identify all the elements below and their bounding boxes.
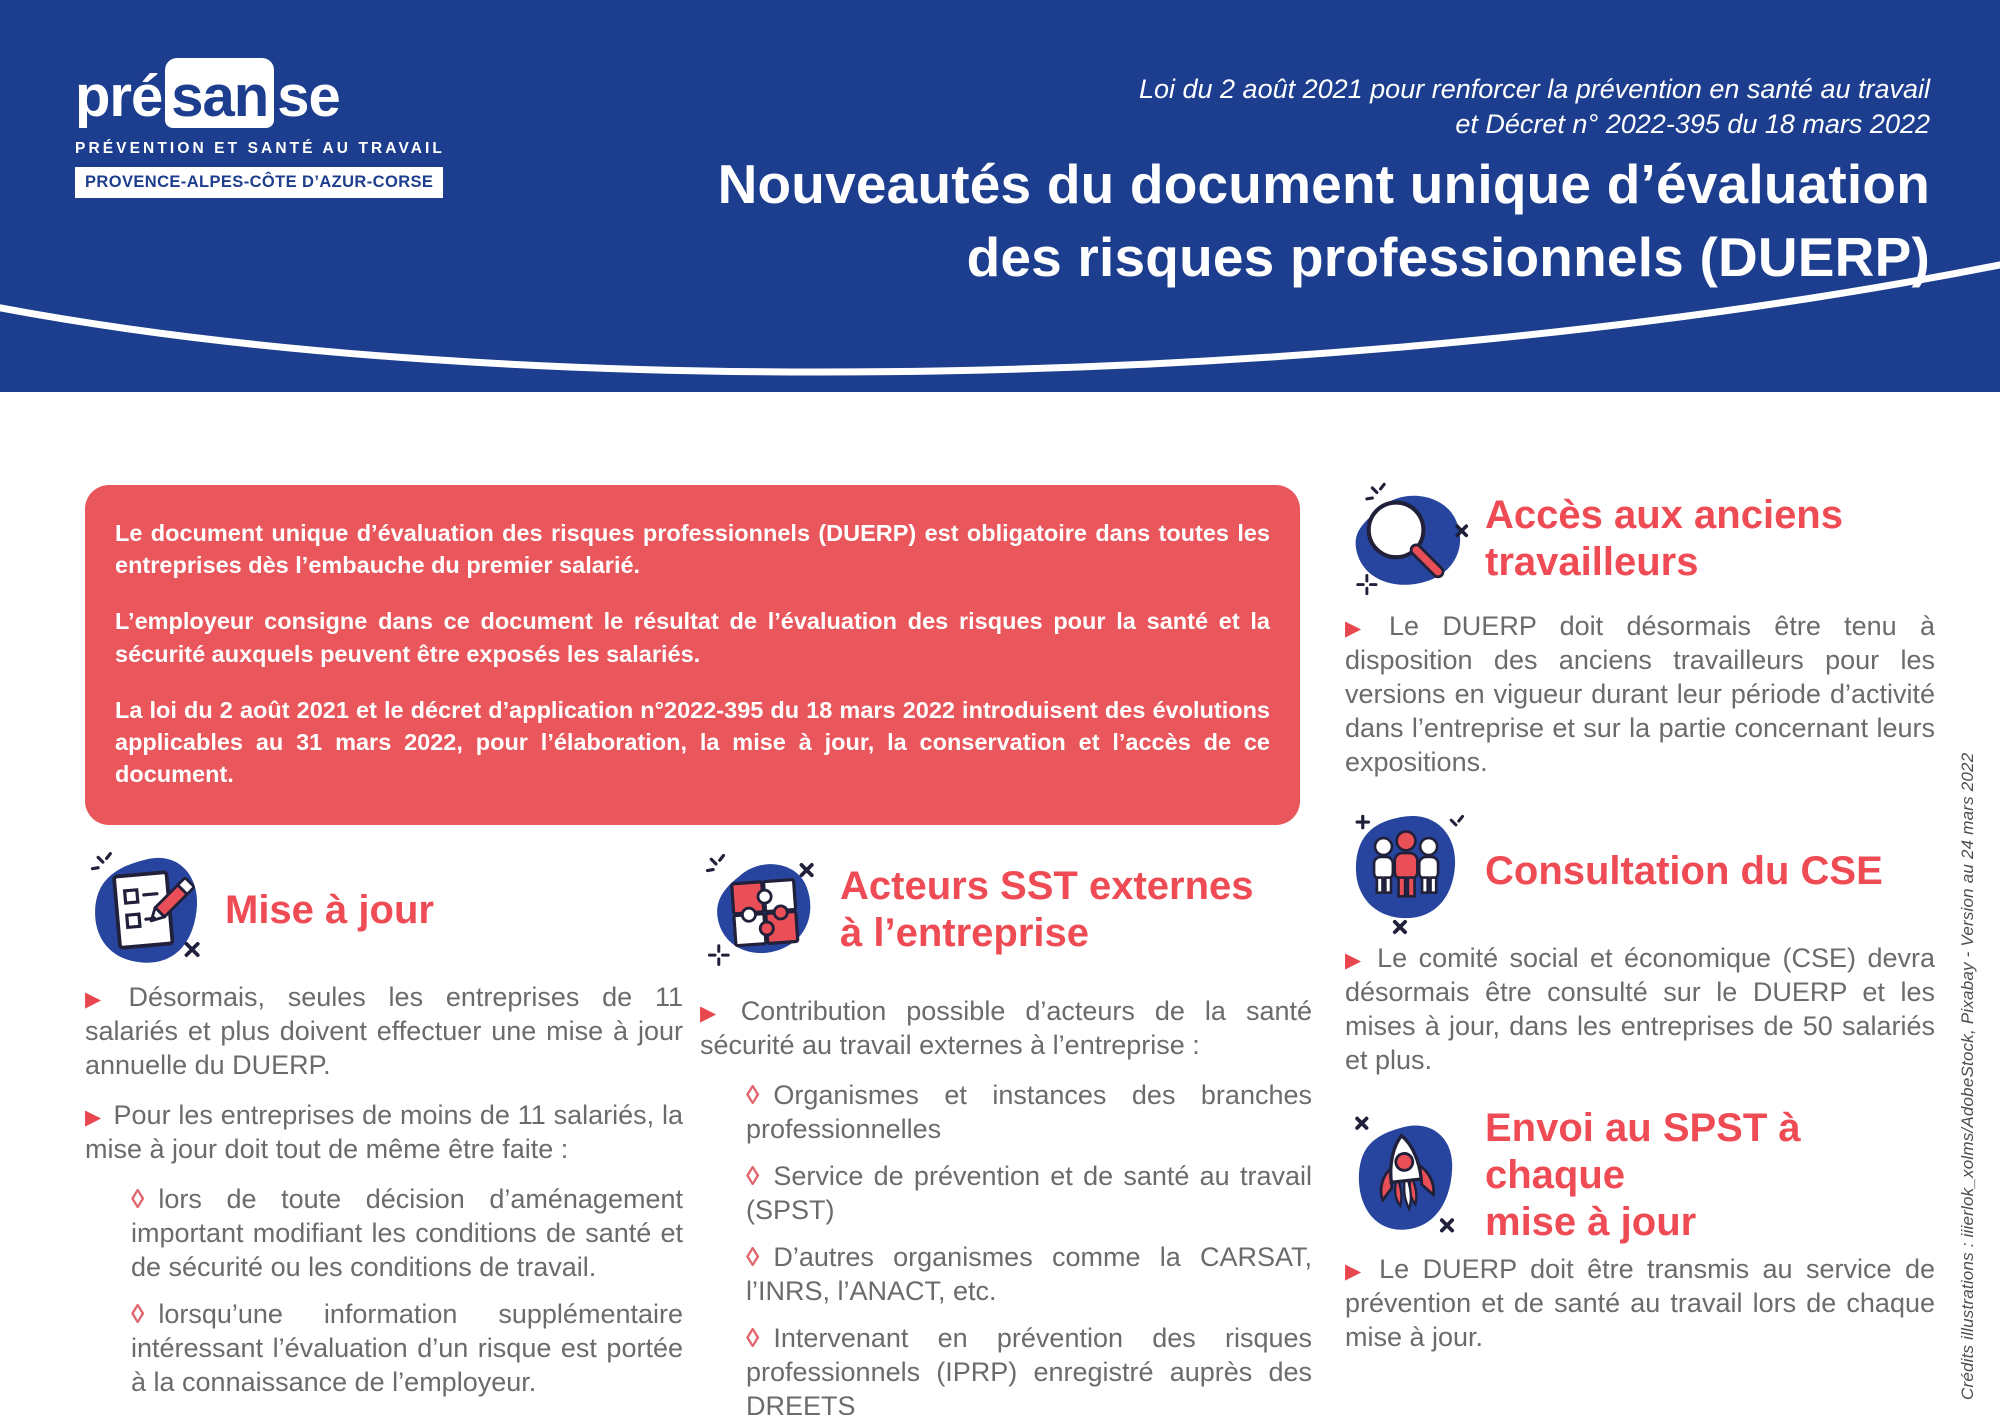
section-consultation-cse: Consultation du CSE Le comité social et … [1345, 807, 1935, 1077]
acteurs-sst-header: Acteurs SST externes à l’entreprise [700, 846, 1312, 974]
bullet-item: Pour les entreprises de moins de 11 sala… [85, 1098, 683, 1166]
sub-bullet-item: lors de toute décision d’aménagement imp… [85, 1182, 683, 1284]
sparkle-decoration [90, 852, 112, 871]
bullet-item: Le comité social et économique (CSE) dev… [1345, 941, 1935, 1077]
law-line2: et Décret n° 2022-395 du 18 mars 2022 [1455, 109, 1930, 140]
sub-bullet-item: Service de prévention et de santé au tra… [700, 1159, 1312, 1227]
triangle-bullet-icon [1345, 1254, 1379, 1284]
envoi-spst-title: Envoi au SPST à chaque mise à jour [1485, 1106, 1801, 1244]
credits-text: Crédits illustrations : iiierlok_xolms/A… [1958, 752, 1977, 1400]
sub-bullet-item: lorsqu’une information supplémentaire in… [85, 1297, 683, 1399]
triangle-bullet-icon [700, 996, 741, 1026]
sparkle-decoration [1365, 482, 1386, 501]
x-mark-decoration [1392, 920, 1407, 935]
diamond-bullet-icon [131, 1184, 158, 1214]
x-mark-decoration [799, 863, 814, 878]
bullet-item: Contribution possible d’acteurs de la sa… [700, 994, 1312, 1062]
sub-bullet-item: D’autres organismes comme la CARSAT, l’I… [700, 1240, 1312, 1308]
people-group-icon [1355, 814, 1465, 935]
diamond-bullet-icon [746, 1242, 773, 1272]
plus-sparkle-decoration [707, 944, 730, 966]
plus-decoration [1355, 814, 1371, 830]
envoi-spst-body: Le DUERP doit être transmis au service d… [1345, 1252, 1935, 1354]
plus-sparkle-decoration [1356, 574, 1378, 596]
sub-bullet-item: Intervenant en prévention des risques pr… [700, 1321, 1312, 1415]
bullet-item: Désormais, seules les entreprises de 11 … [85, 980, 683, 1082]
sparkle-decoration [705, 853, 726, 873]
header-curve-decoration [0, 261, 2000, 376]
diamond-bullet-icon [746, 1161, 773, 1191]
acteurs-sst-title: Acteurs SST externes à l’entreprise [840, 864, 1254, 955]
x-mark-decoration [1439, 1218, 1455, 1233]
logo-wordmark: pré san se [75, 58, 445, 128]
diamond-bullet-icon [746, 1080, 773, 1110]
triangle-bullet-icon [85, 1100, 114, 1130]
consultation-cse-body: Le comité social et économique (CSE) dev… [1345, 941, 1935, 1077]
mise-a-jour-title: Mise à jour [225, 887, 434, 932]
triangle-bullet-icon [85, 982, 128, 1012]
law-reference: Loi du 2 août 2021 pour renforcer la pré… [1139, 72, 1930, 142]
sub-bullet-item: Organismes et instances des branches pro… [700, 1078, 1312, 1146]
acces-anciens-header: Accès aux anciens travailleurs [1345, 475, 1935, 603]
intro-paragraph-3: La loi du 2 août 2021 et le décret d’app… [115, 696, 1270, 788]
bullet-item: Le DUERP doit désormais être tenu à disp… [1345, 609, 1935, 779]
law-line1: Loi du 2 août 2021 pour renforcer la pré… [1138, 74, 1930, 104]
x-mark-decoration [1355, 1116, 1369, 1131]
page-title: Nouveautés du document unique d’évaluati… [718, 148, 1930, 293]
intro-paragraph-1: Le document unique d’évaluation des risq… [115, 520, 1270, 579]
bullet-item: Le DUERP doit être transmis au service d… [1345, 1252, 1935, 1354]
logo-tagline: PRÉVENTION ET SANTÉ AU TRAVAIL [75, 140, 446, 157]
envoi-spst-header: Envoi au SPST à chaque mise à jour [1345, 1105, 1935, 1245]
diamond-bullet-icon [131, 1299, 158, 1329]
section-mise-a-jour: Mise à jour Désormais, seules les entrep… [85, 846, 683, 1412]
acteurs-sst-body: Contribution possible d’acteurs de la sa… [700, 994, 1312, 1415]
x-mark-decoration [1455, 524, 1469, 538]
logo-region-badge: PROVENCE-ALPES-CÔTE D’AZUR-CORSE [75, 167, 444, 198]
acces-anciens-body: Le DUERP doit désormais être tenu à disp… [1345, 609, 1935, 779]
mise-a-jour-header: Mise à jour [85, 846, 683, 974]
page-title-line1: Nouveautés du document unique d’évaluati… [717, 153, 1930, 215]
rocket-icon [1355, 1116, 1455, 1233]
intro-paragraph-2: L’employeur consigne dans ce document le… [115, 608, 1270, 667]
puzzle-icon [705, 853, 814, 966]
consultation-cse-title: Consultation du CSE [1485, 848, 1883, 893]
sparkle-decoration [1449, 814, 1465, 827]
logo-word-san: san [165, 58, 275, 128]
diamond-bullet-icon [746, 1323, 773, 1353]
checklist-pencil-icon [90, 852, 200, 963]
triangle-bullet-icon [1345, 943, 1377, 973]
magnifier-icon [1355, 482, 1469, 596]
mise-a-jour-body: Désormais, seules les entreprises de 11 … [85, 980, 683, 1399]
intro-box: Le document unique d’évaluation des risq… [85, 485, 1300, 825]
logo-word-se: se [277, 64, 341, 129]
logo-word-pre: pré [75, 64, 163, 129]
acces-anciens-title: Accès aux anciens travailleurs [1485, 493, 1843, 584]
x-mark-decoration [184, 941, 200, 957]
triangle-bullet-icon [1345, 611, 1389, 641]
presanse-logo: pré san se PRÉVENTION ET SANTÉ AU TRAVAIL … [75, 58, 445, 198]
page-title-line2: des risques professionnels (DUERP) [966, 225, 1930, 288]
consultation-cse-header: Consultation du CSE [1345, 807, 1935, 935]
header-band: pré san se PRÉVENTION ET SANTÉ AU TRAVAIL … [0, 0, 2000, 392]
